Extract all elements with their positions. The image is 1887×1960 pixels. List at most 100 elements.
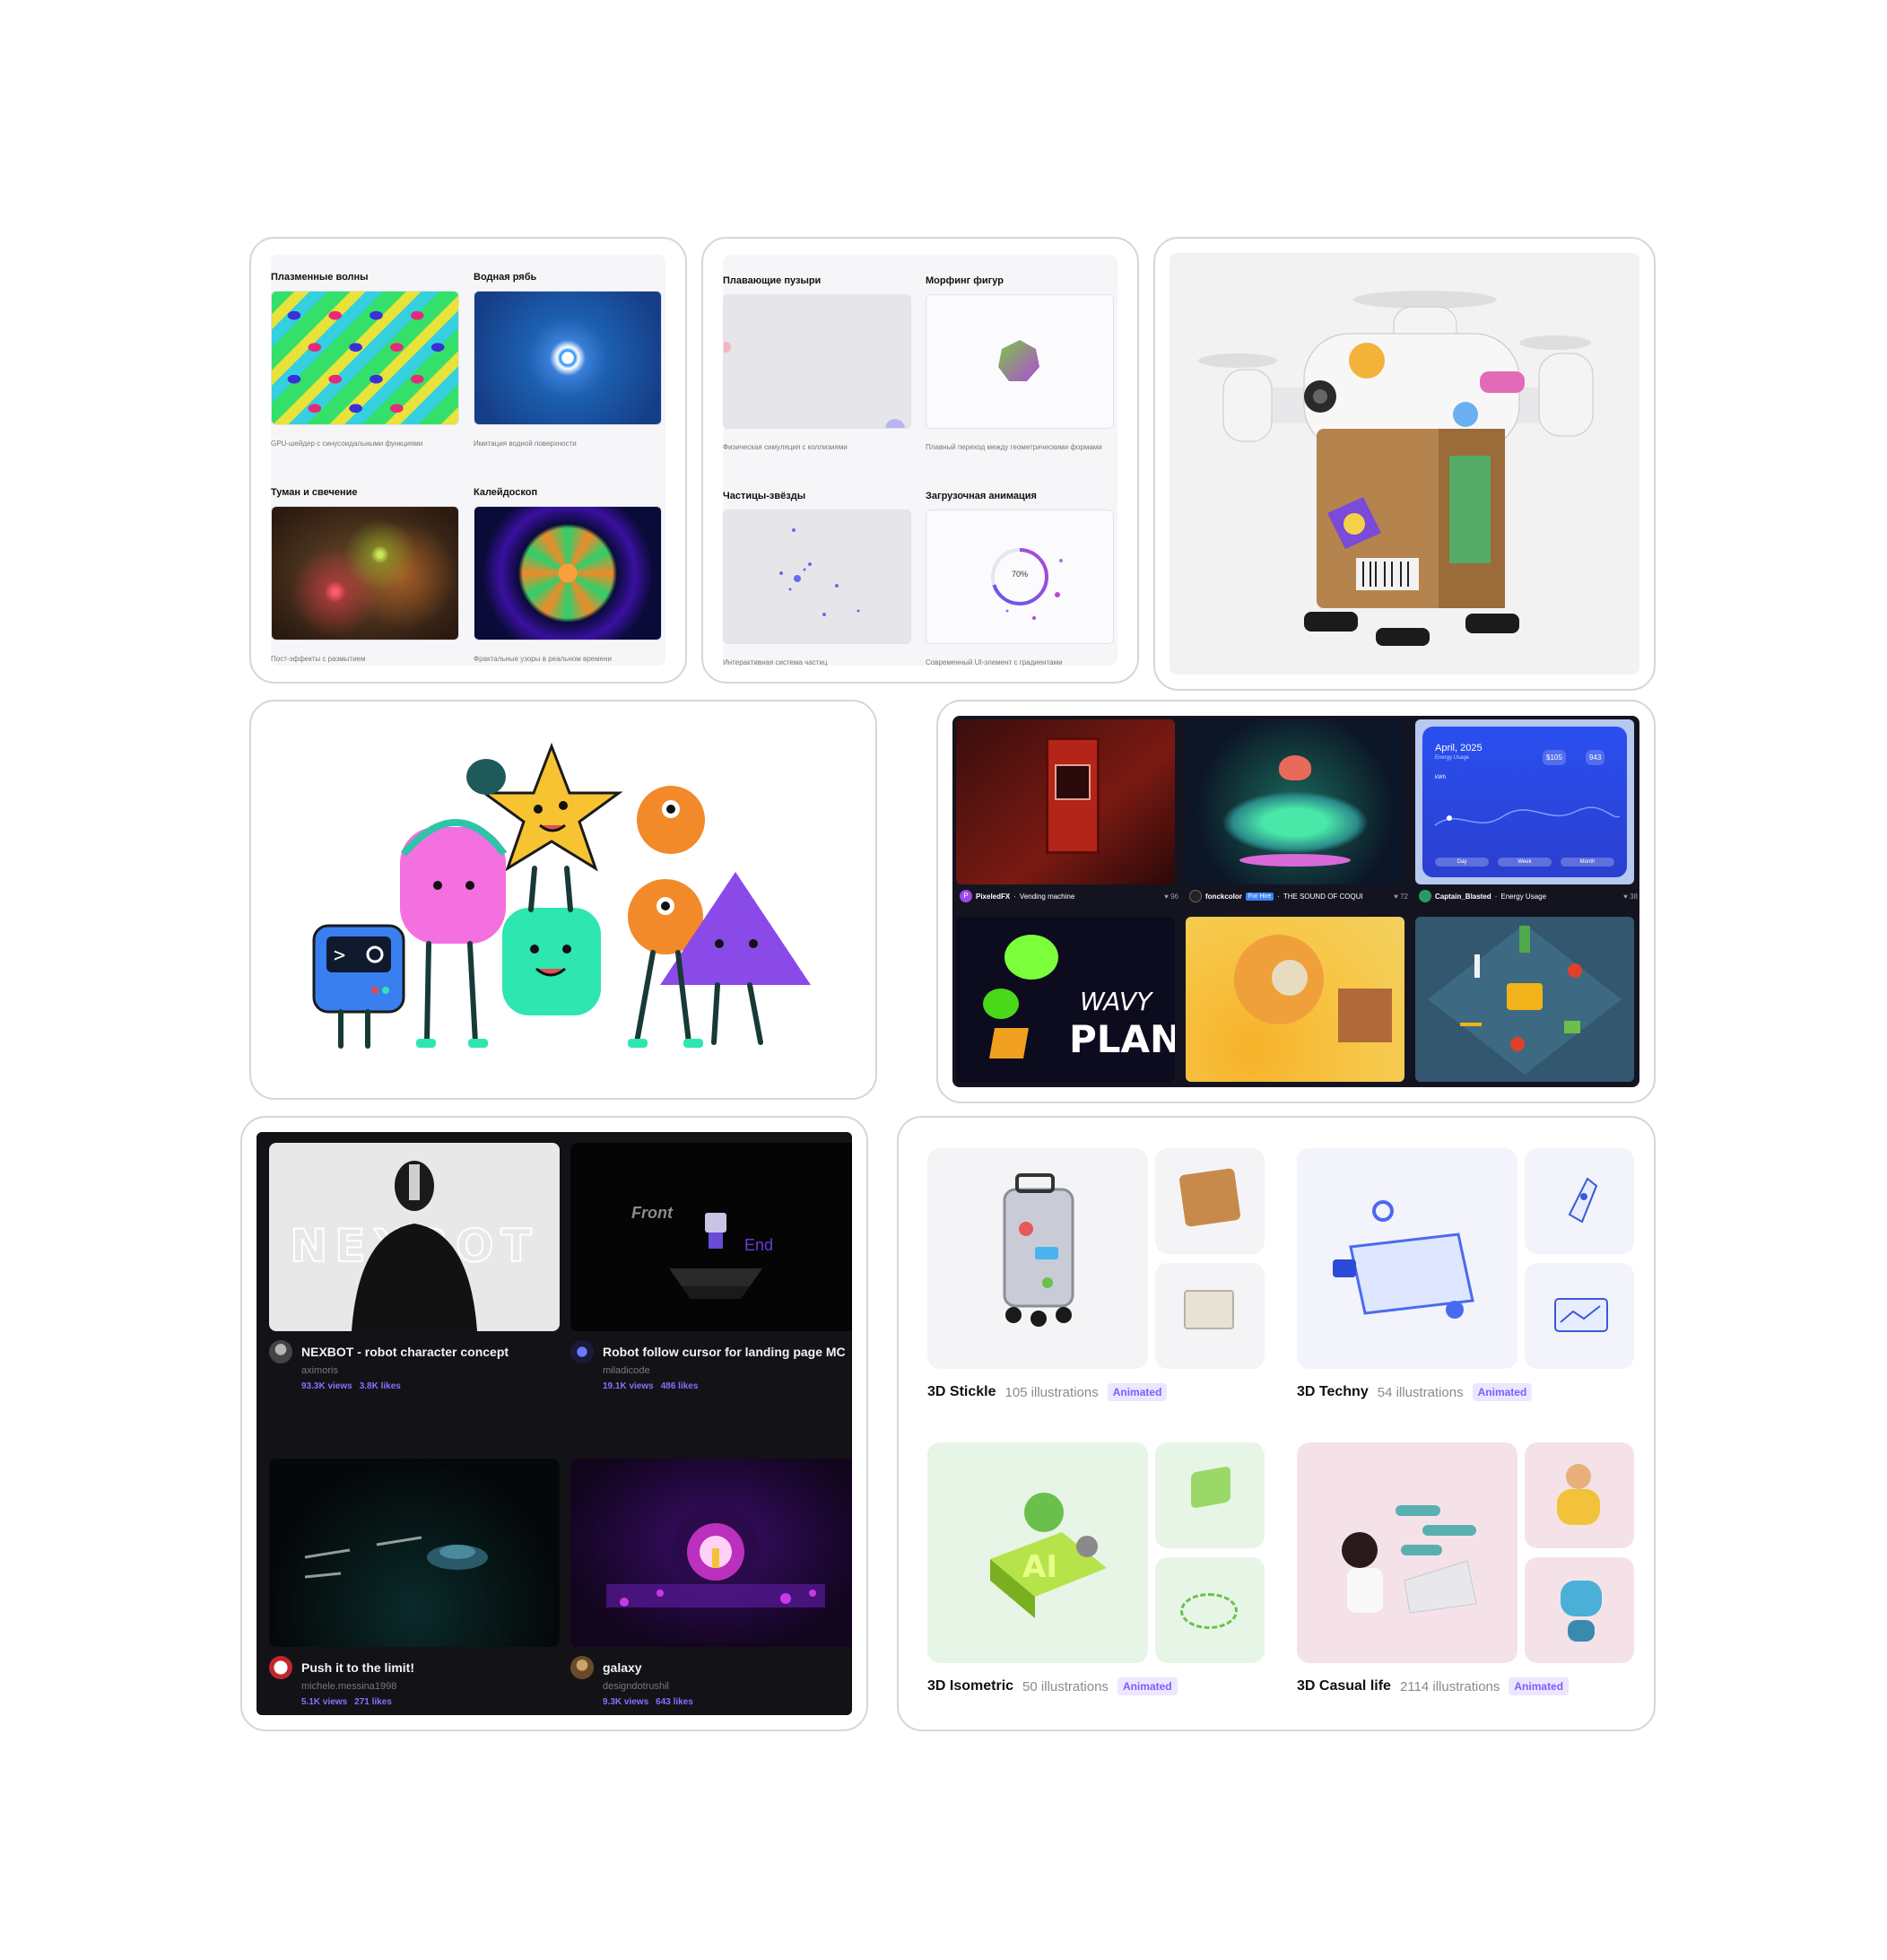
project-push-limit-thumb[interactable] [269,1459,560,1647]
shot-title[interactable]: Vending machine [1019,892,1075,901]
separator: · [1277,892,1280,901]
project-galaxy-thumb[interactable] [570,1459,852,1647]
demo-title: Загрузочная анимация [926,491,1037,501]
pack-preview-small [1525,1263,1634,1369]
drone-scene [1170,253,1639,675]
demo-star-particles[interactable]: Частицы-звёзды Интерактивная система час… [723,490,911,666]
shot-title[interactable]: THE SOUND OF COQUI [1283,892,1363,901]
like-value: 96 [1170,892,1178,901]
suitcase-icon [1003,1173,1074,1327]
rocket-icon [1568,1177,1598,1224]
morph-canvas [926,294,1114,429]
demo-desc: Современный UI-элемент с градиентами [926,658,1063,666]
animated-badge: Animated [1472,1383,1533,1401]
bubbles-canvas [723,294,911,429]
person-body-shape [1557,1489,1600,1525]
project-author[interactable]: designdotrushil [603,1681,669,1692]
like-value: 72 [1400,892,1408,901]
demo-title: Туман и свечение [271,487,358,498]
views-count: 19.1K views [603,1381,654,1391]
energy-price-2: 943 [1586,750,1605,765]
demo-loading-animation[interactable]: Загрузочная анимация 70% Современный UI-… [926,490,1114,666]
shot-wavy-plant[interactable]: WAVY PLANT [956,917,1175,1082]
demo-fog-glow[interactable]: Туман и свечение Пост-эффекты с размытие… [271,486,459,663]
shot-yellow-scene[interactable] [1186,917,1404,1082]
energy-tab-day[interactable]: Day [1435,858,1489,867]
galaxy-portal-icon [606,1505,825,1607]
project-stats: 5.1K views 271 likes [301,1697,560,1707]
box-shape [1178,1167,1241,1228]
frog-shape [1279,755,1311,780]
like-count[interactable]: ♥ 72 [1394,892,1408,901]
demo-shape-morph[interactable]: Морфинг фигур Плавный переход между геом… [926,274,1114,451]
pack-3d-isometric[interactable]: AI 3D Isometric 50 illustrations Animate… [927,1442,1265,1703]
project-info: Push it to the limit! michele.messina199… [269,1656,560,1707]
project-title[interactable]: Robot follow cursor for landing page MC [603,1345,846,1359]
energy-tab-month[interactable]: Month [1561,858,1614,867]
shot-inventory[interactable] [1415,917,1634,1082]
project-robot-cursor-thumb[interactable]: Front End [570,1143,852,1331]
pack-preview-small [1155,1557,1265,1663]
characters-card[interactable]: > [249,700,877,1100]
project-author[interactable]: miladicode [603,1365,650,1376]
project-author[interactable]: michele.messina1998 [301,1681,397,1692]
pack-3d-techny[interactable]: 3D Techny 54 illustrations Animated [1297,1148,1634,1408]
projects-card: NEXBOT NEXBOT - robot character concept … [240,1116,868,1731]
pack-preview-small [1525,1557,1634,1663]
robot-figure-icon [352,1161,477,1331]
laptop-chart-icon [1554,1298,1608,1332]
pack-3d-stickle[interactable]: 3D Stickle 105 illustrations Animated [927,1148,1265,1408]
project-title[interactable]: Push it to the limit! [301,1660,414,1675]
dribbble-card: April, 2025 Energy Usage $105 943 kWh Da… [936,700,1656,1103]
shot-title[interactable]: Energy Usage [1500,892,1547,901]
pack-label: 3D Casual life 2114 illustrations Animat… [1297,1677,1570,1695]
drone-card[interactable] [1153,237,1656,691]
project-title[interactable]: galaxy [603,1660,642,1675]
shot-meta: fonckcolor For Hire · THE SOUND OF COQUI… [1189,886,1408,906]
demo-title: Водная рябь [474,272,537,283]
shader-panel: Плазменные волны GPU-шейдер с синусоидал… [271,255,665,666]
particles-canvas [723,510,911,644]
project-author[interactable]: aximoris [301,1365,338,1376]
pack-name[interactable]: 3D Casual life [1297,1678,1391,1694]
like-count[interactable]: ♥ 38 [1623,892,1638,901]
avatar[interactable] [269,1340,292,1363]
packs-card: 3D Stickle 105 illustrations Animated [897,1116,1656,1731]
shot-author[interactable]: fonckcolor [1205,892,1242,901]
pack-name[interactable]: 3D Isometric [927,1678,1014,1694]
project-nexbot-thumb[interactable]: NEXBOT [269,1143,560,1331]
separator: · [1013,892,1016,901]
svg-text:>: > [334,945,345,967]
shot-vending-machine[interactable] [956,719,1175,884]
energy-unit: kWh [1435,775,1446,780]
shot-energy-usage[interactable]: April, 2025 Energy Usage $105 943 kWh Da… [1415,719,1634,884]
pack-name[interactable]: 3D Stickle [927,1384,996,1399]
avatar[interactable] [570,1656,594,1679]
pack-count: 2114 illustrations [1399,1678,1500,1694]
pack-name[interactable]: 3D Techny [1297,1384,1369,1399]
views-count: 93.3K views [301,1381,352,1391]
pack-preview-main [1297,1442,1517,1663]
demo-desc: GPU-шейдер с синусоидальными функциями [271,440,423,448]
like-count[interactable]: ♥ 96 [1164,892,1178,901]
avatar [1419,890,1431,902]
morph-shape-icon [998,340,1039,381]
plant-leaf [983,989,1019,1019]
shot-author[interactable]: PixeledFX [976,892,1011,901]
shot-coqui[interactable] [1186,719,1404,884]
shot-author[interactable]: Captain_Blasted [1435,892,1491,901]
bubble [885,419,905,428]
demo-plasma-waves[interactable]: Плазменные волны GPU-шейдер с синусоидал… [271,271,459,448]
demo-desc: Физическая симуляция с коллизиями [723,443,848,451]
project-title[interactable]: NEXBOT - robot character concept [301,1345,509,1359]
ui-demo-panel: Плавающие пузыри Физическая симуляция с … [723,255,1117,666]
isometric-ai-icon: AI [990,1493,1107,1618]
demo-floating-bubbles[interactable]: Плавающие пузыри Физическая симуляция с … [723,274,911,451]
energy-tab-week[interactable]: Week [1498,858,1552,867]
energy-price-1: $105 [1543,750,1566,765]
avatar[interactable] [570,1340,594,1363]
demo-kaleidoscope[interactable]: Калейдоскоп Фрактальные узоры в реальном… [474,486,662,663]
avatar[interactable] [269,1656,292,1679]
demo-water-ripple[interactable]: Водная рябь Имитация водной поверхности [474,271,662,448]
pack-3d-casual-life[interactable]: 3D Casual life 2114 illustrations Animat… [1297,1442,1634,1703]
